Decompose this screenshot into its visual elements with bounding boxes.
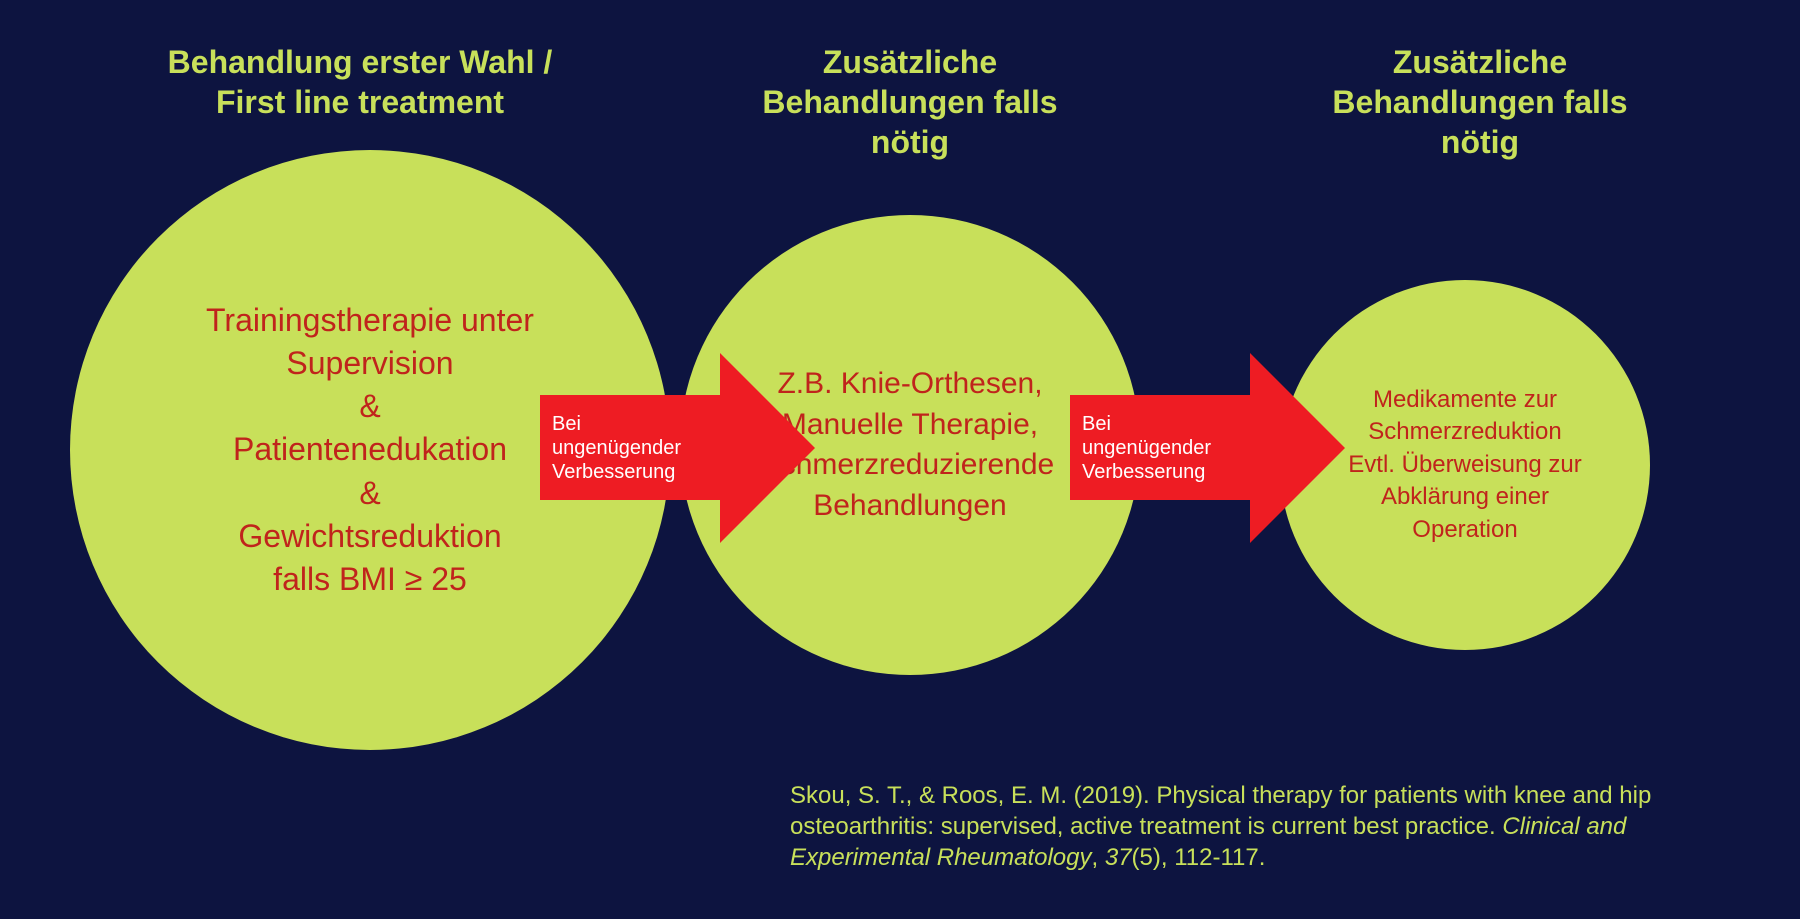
- arrow-1: BeiungenügenderVerbesserung: [540, 395, 815, 500]
- citation: Skou, S. T., & Roos, E. M. (2019). Physi…: [790, 780, 1710, 874]
- arrow-shaft-1: BeiungenügenderVerbesserung: [540, 395, 720, 500]
- heading-first-line: Behandlung erster Wahl /First line treat…: [120, 42, 600, 122]
- arrow-head-2: [1250, 353, 1345, 543]
- arrow-shaft-2: BeiungenügenderVerbesserung: [1070, 395, 1250, 500]
- arrow-text-2: BeiungenügenderVerbesserung: [1082, 412, 1211, 484]
- circle-text-1: Trainingstherapie unterSupervision&Patie…: [186, 299, 554, 601]
- arrow-text-1: BeiungenügenderVerbesserung: [552, 412, 681, 484]
- heading-additional-2: ZusätzlicheBehandlungen fallsnötig: [1270, 42, 1690, 162]
- heading-additional-1: ZusätzlicheBehandlungen fallsnötig: [700, 42, 1120, 162]
- circle-text-3: Medikamente zurSchmerzreduktionEvtl. Übe…: [1328, 384, 1601, 546]
- arrow-head-1: [720, 353, 815, 543]
- arrow-2: BeiungenügenderVerbesserung: [1070, 395, 1345, 500]
